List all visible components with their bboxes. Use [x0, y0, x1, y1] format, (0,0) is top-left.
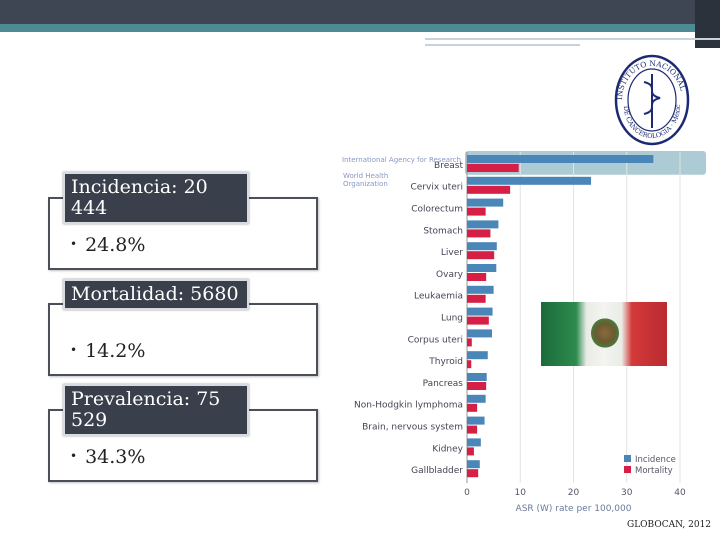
incidence-bar-12	[467, 416, 485, 425]
mortality-bar-12	[467, 425, 478, 434]
who-line-2: Organization	[343, 180, 388, 188]
who-line-1: World Health	[343, 172, 389, 180]
category-label-1: Cervix uteri	[410, 183, 463, 193]
category-label-11: Non-Hodgkin lymphoma	[354, 401, 463, 411]
top-accent-bar	[0, 24, 720, 32]
mortality-bar-3	[467, 229, 491, 238]
mortality-bar-0	[467, 164, 519, 172]
incidence-bar-5	[467, 264, 497, 272]
who-logo-text: World Health Organization	[343, 172, 388, 188]
mortality-percent: • 14.2%	[70, 340, 146, 362]
mortality-bar-11	[467, 403, 478, 412]
legend-label-1: Mortality	[635, 466, 673, 476]
incidence-bar-6	[467, 285, 494, 294]
mortality-label: Mortalidad: 5680	[63, 279, 249, 310]
incidence-bar-4	[467, 242, 497, 251]
cancer-rates-chart: Breast Cervix uteri Colorectum Stomach Liver…	[354, 151, 706, 514]
category-label-0: Breast	[434, 161, 463, 171]
x-tick-label-0: 0	[464, 488, 470, 498]
mortality-bar-10	[467, 382, 487, 390]
top-corner-block	[695, 0, 720, 48]
mortality-bar-14	[467, 469, 479, 478]
incidence-bar-3	[467, 220, 499, 229]
prevalence-percent: • 34.3%	[70, 446, 146, 468]
mexico-flag-image	[541, 302, 667, 366]
category-label-12: Brain, nervous system	[362, 423, 463, 433]
category-label-9: Thyroid	[428, 357, 463, 367]
mortality-bar-5	[467, 273, 487, 281]
category-label-7: Lung	[441, 314, 463, 324]
legend-label-0: Incidence	[635, 455, 676, 465]
mortality-bar-9	[467, 360, 472, 369]
mortality-bar-7	[467, 316, 489, 325]
mortality-box	[48, 303, 318, 376]
incidence-label: Incidencia: 20 444	[63, 172, 249, 224]
category-label-3: Stomach	[423, 226, 463, 236]
incidence-bar-8	[467, 329, 493, 338]
incidence-bar-11	[467, 394, 486, 403]
incidence-bar-9	[467, 351, 488, 360]
top-rule	[425, 38, 720, 40]
category-label-5: Ovary	[436, 270, 464, 280]
category-label-10: Pancreas	[423, 379, 464, 389]
mortality-bar-1	[467, 185, 511, 194]
x-tick-label-3: 30	[621, 488, 633, 498]
category-label-8: Corpus uteri	[408, 335, 463, 345]
legend-swatch-0	[624, 455, 631, 462]
mortality-bar-4	[467, 251, 495, 260]
flag-emblem	[591, 318, 619, 348]
incidence-bar-13	[467, 438, 481, 447]
prevalence-label: Prevalencia: 75 529	[63, 384, 249, 436]
category-label-13: Kidney	[432, 444, 463, 454]
mortality-bar-13	[467, 447, 474, 456]
top-bar	[0, 0, 720, 24]
incidence-bar-0	[467, 155, 654, 163]
agency-text: International Agency for Research	[342, 156, 462, 164]
institute-logo-icon: INSTITUTO NACIONAL DE CANCEROLOGIA · Méx…	[614, 48, 690, 146]
source-text: GLOBOCAN, 2012	[627, 520, 712, 530]
category-label-6: Leukaemia	[414, 292, 463, 302]
category-label-14: Gallbladder	[411, 466, 463, 476]
incidence-bar-1	[467, 176, 592, 185]
category-label-2: Colorectum	[411, 205, 463, 215]
x-tick-label-2: 20	[568, 488, 580, 498]
legend-swatch-1	[624, 466, 631, 473]
mortality-bar-2	[467, 207, 486, 216]
category-label-4: Liver	[441, 248, 463, 258]
incidence-bar-10	[467, 373, 487, 381]
incidence-percent: • 24.8%	[70, 234, 146, 256]
incidence-bar-7	[467, 307, 493, 316]
incidence-bar-2	[467, 198, 504, 207]
mortality-bar-6	[467, 294, 486, 303]
x-axis-label: ASR (W) rate per 100,000	[516, 504, 632, 514]
mortality-bar-8	[467, 338, 472, 347]
incidence-bar-14	[467, 460, 480, 469]
x-tick-label-4: 40	[674, 488, 686, 498]
top-rule-short	[425, 44, 580, 46]
x-tick-label-1: 10	[515, 488, 527, 498]
